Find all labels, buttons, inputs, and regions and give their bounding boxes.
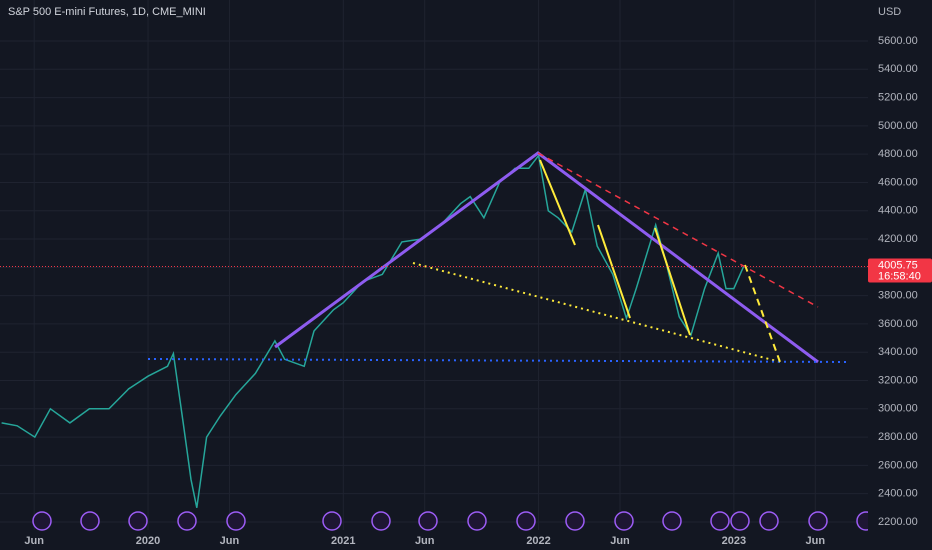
price-line <box>1 153 745 508</box>
y-tick-label: 3000.00 <box>878 403 918 415</box>
y-tick-label: 3400.00 <box>878 346 918 358</box>
y-tick-label: 5400.00 <box>878 63 918 75</box>
event-icon[interactable] <box>467 511 487 531</box>
x-tick-label: Jun <box>415 535 435 547</box>
x-tick-label: Jun <box>220 535 240 547</box>
x-tick-label: 2020 <box>136 535 160 547</box>
y-tick-label: 2400.00 <box>878 488 918 500</box>
event-icons <box>32 511 876 531</box>
x-tick-label: Jun <box>805 535 825 547</box>
event-icon[interactable] <box>177 511 197 531</box>
y-tick-label: 2600.00 <box>878 459 918 471</box>
event-icon[interactable] <box>80 511 100 531</box>
event-icon[interactable] <box>226 511 246 531</box>
support-line <box>147 358 849 363</box>
currency-label: USD <box>878 6 901 18</box>
y-tick-label: 5600.00 <box>878 35 918 47</box>
trend-line <box>539 159 576 246</box>
last-price-box <box>868 258 932 283</box>
trend-line <box>597 224 631 319</box>
event-icon[interactable] <box>418 511 438 531</box>
event-icon[interactable] <box>614 511 634 531</box>
trend-line <box>654 227 691 336</box>
y-tick-label: 4800.00 <box>878 148 918 160</box>
last-price-label: 4005.75 <box>878 259 918 271</box>
y-tick-label: 2200.00 <box>878 516 918 528</box>
event-icon[interactable] <box>662 511 682 531</box>
y-tick-label: 3600.00 <box>878 318 918 330</box>
x-tick-label: 2023 <box>722 535 746 547</box>
event-icon[interactable] <box>128 511 148 531</box>
trend-line <box>744 264 781 363</box>
y-tick-label: 5200.00 <box>878 92 918 104</box>
countdown-label: 16:58:40 <box>878 270 921 282</box>
y-tick-label: 5000.00 <box>878 120 918 132</box>
y-tick-label: 4200.00 <box>878 233 918 245</box>
event-icon[interactable] <box>371 511 391 531</box>
event-icon[interactable] <box>808 511 828 531</box>
y-tick-label: 3200.00 <box>878 374 918 386</box>
y-tick-label: 3800.00 <box>878 290 918 302</box>
event-icon[interactable] <box>759 511 779 531</box>
event-icon[interactable] <box>322 511 342 531</box>
event-icon[interactable] <box>730 511 750 531</box>
series <box>1 153 745 508</box>
y-tick-label: 4600.00 <box>878 176 918 188</box>
x-tick-label: 2021 <box>331 535 355 547</box>
chart-title: S&P 500 E-mini Futures, 1D, CME_MINI <box>8 6 206 18</box>
trend-line <box>537 152 819 308</box>
x-tick-label: Jun <box>610 535 630 547</box>
y-tick-label: 4400.00 <box>878 205 918 217</box>
x-tick-label: Jun <box>24 535 44 547</box>
event-icon[interactable] <box>565 511 585 531</box>
event-icon[interactable] <box>32 511 52 531</box>
event-icon[interactable] <box>516 511 536 531</box>
drawings <box>147 151 849 364</box>
y-tick-label: 2800.00 <box>878 431 918 443</box>
x-tick-label: 2022 <box>526 535 550 547</box>
grid <box>0 0 868 530</box>
event-icon[interactable] <box>710 511 730 531</box>
